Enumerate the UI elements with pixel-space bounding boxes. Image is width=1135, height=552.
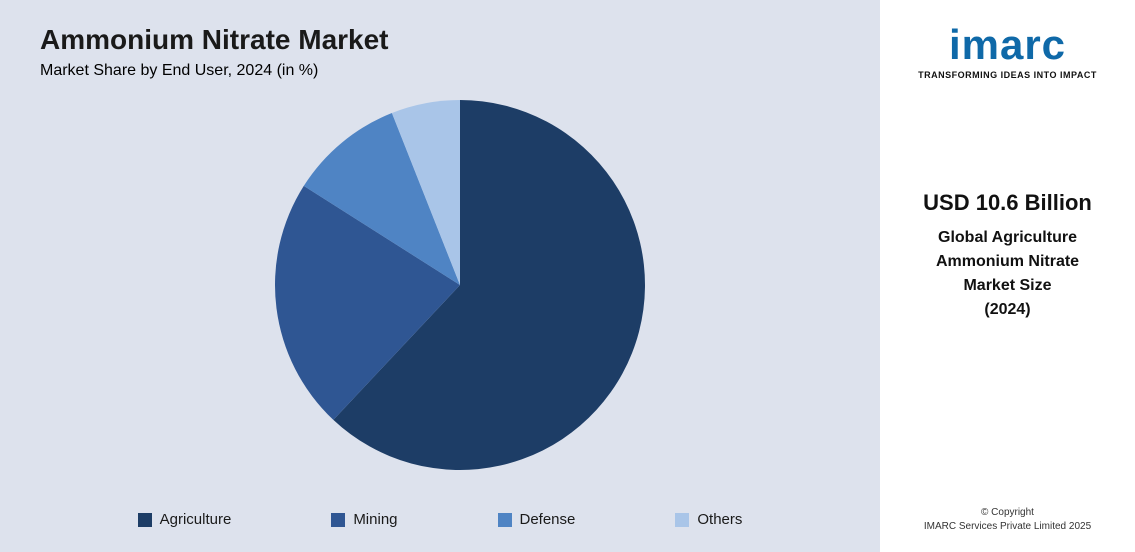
- infographic-root: Ammonium Nitrate Market Market Share by …: [0, 0, 1135, 552]
- chart-title: Ammonium Nitrate Market: [40, 24, 880, 56]
- legend-item-agriculture: Agriculture: [138, 511, 232, 528]
- brand-logo: imarc TRANSFORMING IDEAS INTO IMPACT: [918, 26, 1097, 80]
- stat-subtext: Global Agriculture Ammonium Nitrate Mark…: [923, 226, 1092, 322]
- legend-label: Defense: [520, 511, 576, 528]
- copyright-line-1: © Copyright: [981, 507, 1034, 518]
- stat-block: USD 10.6 Billion Global Agriculture Ammo…: [905, 190, 1110, 322]
- legend-label: Others: [697, 511, 742, 528]
- copyright-text: © Copyright IMARC Services Private Limit…: [880, 506, 1135, 534]
- copyright-line-2: IMARC Services Private Limited 2025: [924, 521, 1091, 532]
- legend-label: Agriculture: [160, 511, 232, 528]
- chart-legend: Agriculture Mining Defense Others: [0, 511, 880, 528]
- side-panel: imarc TRANSFORMING IDEAS INTO IMPACT USD…: [880, 0, 1135, 552]
- chart-panel: Ammonium Nitrate Market Market Share by …: [0, 0, 880, 552]
- pie-chart-container: [40, 90, 880, 480]
- legend-label: Mining: [353, 511, 397, 528]
- legend-swatch: [675, 513, 689, 527]
- legend-item-mining: Mining: [331, 511, 397, 528]
- legend-item-others: Others: [675, 511, 742, 528]
- legend-swatch: [138, 513, 152, 527]
- stat-line-3: Market Size: [963, 277, 1051, 294]
- stat-line-4: (2024): [984, 301, 1030, 318]
- chart-subtitle: Market Share by End User, 2024 (in %): [40, 62, 880, 80]
- brand-logo-tagline: TRANSFORMING IDEAS INTO IMPACT: [918, 70, 1097, 80]
- stat-headline: USD 10.6 Billion: [923, 190, 1092, 216]
- legend-swatch: [331, 513, 345, 527]
- stat-line-1: Global Agriculture: [938, 229, 1077, 246]
- legend-swatch: [498, 513, 512, 527]
- legend-item-defense: Defense: [498, 511, 576, 528]
- stat-line-2: Ammonium Nitrate: [936, 253, 1079, 270]
- pie-chart: [265, 90, 655, 480]
- brand-logo-text: imarc: [918, 26, 1097, 64]
